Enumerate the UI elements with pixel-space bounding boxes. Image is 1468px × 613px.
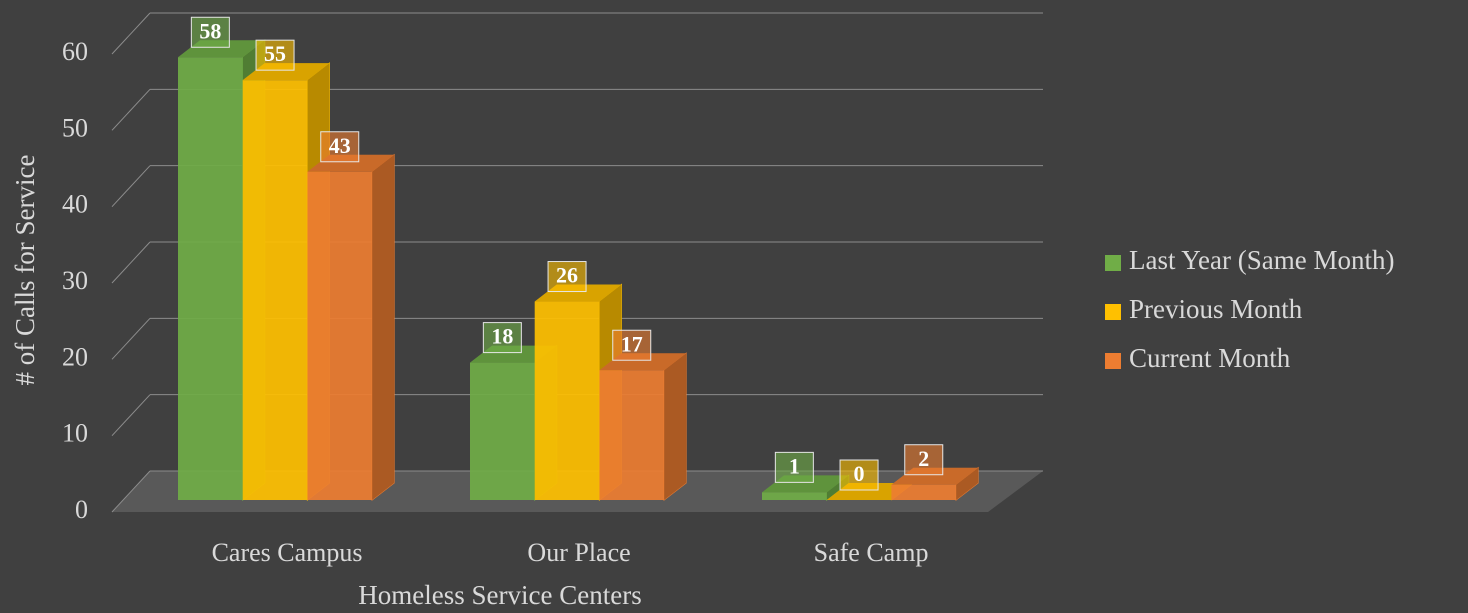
legend-swatch [1105, 353, 1121, 369]
bar-side-shade [372, 154, 395, 500]
bar [762, 492, 827, 500]
bar [242, 80, 308, 501]
bar [178, 57, 243, 501]
legend-label: Current Month [1129, 343, 1291, 373]
x-tick-label: Our Place [527, 538, 630, 567]
bar-side-shade [664, 353, 687, 500]
data-label-box [320, 131, 360, 163]
bar-3d: 2 [891, 444, 979, 502]
y-axis-title: # of Calls for Service [10, 155, 40, 386]
bar-3d: 43 [307, 131, 395, 502]
data-label-box [904, 444, 944, 476]
legend-swatch [1105, 304, 1121, 320]
bar [534, 301, 600, 500]
data-label-box [255, 39, 295, 71]
y-tick-label: 30 [62, 266, 88, 295]
data-label: 1 [789, 453, 800, 478]
data-label: 43 [329, 133, 351, 158]
data-label-box [482, 322, 522, 354]
bar [470, 362, 535, 500]
data-label: 26 [556, 263, 578, 288]
grid-line-side [111, 317, 151, 360]
bar-3d: 17 [599, 329, 687, 502]
grid-line-side [111, 241, 151, 284]
y-tick-label: 50 [62, 113, 88, 142]
bar [307, 171, 373, 500]
bar [599, 370, 665, 500]
y-tick-label: 60 [62, 37, 88, 66]
y-tick-label: 10 [62, 419, 88, 448]
data-label: 0 [854, 461, 865, 486]
legend-swatch [1105, 255, 1121, 271]
grid-line-side [111, 470, 151, 513]
grid-line-side [111, 165, 151, 208]
legend-label: Last Year (Same Month) [1129, 245, 1394, 275]
data-label: 17 [621, 331, 643, 356]
x-tick-label: Safe Camp [814, 538, 929, 567]
bar [891, 484, 957, 500]
data-label-box [547, 261, 587, 293]
grid-line-side [111, 88, 151, 131]
data-label-box [774, 451, 814, 483]
data-label-box [839, 459, 879, 491]
bar-3d: 1 [762, 451, 850, 502]
data-label-box [612, 329, 652, 361]
data-label: 18 [491, 324, 513, 349]
legend-label: Previous Month [1129, 294, 1303, 324]
x-tick-label: Cares Campus [212, 538, 363, 567]
y-tick-label: 20 [62, 342, 88, 371]
x-axis-title: Homeless Service Centers [358, 580, 641, 610]
data-label: 2 [918, 446, 929, 471]
grid-line-side [111, 394, 151, 437]
y-tick-label: 40 [62, 190, 88, 219]
data-label-box [190, 16, 230, 48]
y-tick-label: 0 [75, 495, 88, 524]
data-label: 58 [199, 18, 221, 43]
grid-line-side [111, 12, 151, 55]
data-label: 55 [264, 41, 286, 66]
bar-side-shade [956, 467, 979, 500]
